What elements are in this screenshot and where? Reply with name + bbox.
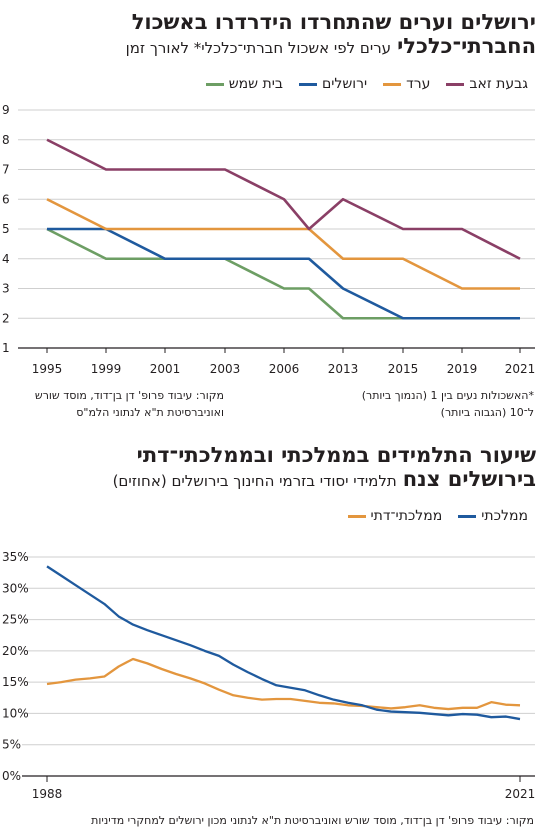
chart1-xtick-0: 1995 — [32, 362, 63, 376]
chart1-legend-label-1: ערד — [406, 76, 431, 92]
chart1-xtick-1: 1999 — [91, 362, 122, 376]
chart1-legend-swatch-1 — [383, 82, 402, 86]
chart2-xtick-1: 2021 — [505, 787, 536, 801]
chart1-subtitle: ערים לפי אשכול חברתי־כלכלי* לאורך זמן — [125, 39, 392, 57]
chart1-legend-label-2: ירושלים — [321, 76, 368, 92]
chart1-series-line-1 — [46, 198, 520, 290]
chart1-svg: 1 2 3 4 5 6 7 8 9 1995 1999 2001 2003 2006 2013 2015 201… — [2, 103, 536, 376]
chart1-xtick-6: 2015 — [388, 362, 419, 376]
chart2-legend-item-0: ממלכתי — [458, 507, 528, 525]
chart1-ytick-7: 8 — [2, 133, 10, 147]
chart2-ytick-0: 0% — [2, 769, 21, 783]
chart1-footnote-line1: *האשכולות נעים בין 1 (הנמוך ביותר) — [361, 389, 534, 402]
chart1-series-line-3 — [46, 227, 520, 320]
chart1-title-line2: החברתי־כלכלי — [397, 34, 536, 58]
chart2-svg: 0% 5% 10% 15% 20% 25% 30% 35% 1988 2021 — [2, 550, 536, 801]
chart1-ytick-4: 5 — [2, 222, 10, 236]
chart1-legend-swatch-2 — [298, 82, 317, 86]
chart1-legend-swatch-0 — [446, 82, 465, 86]
chart2-title-line2: בירושלים צנח — [402, 467, 536, 491]
chart2-ytick-7: 35% — [2, 550, 29, 564]
chart1-title: ירושלים וערים שהתחרדו הידרדרו באשכול החב… — [126, 10, 536, 60]
chart2-xtick-0: 1988 — [32, 787, 63, 801]
chart1-title-line1: ירושלים וערים שהתחרדו הידרדרו באשכול — [131, 10, 536, 34]
chart1-legend-item-2: ירושלים — [298, 75, 368, 93]
chart2-ytick-3: 15% — [2, 675, 29, 689]
chart2-subtitle: תלמידי יסודי בזרמי החינוך בירושלים (אחוז… — [112, 472, 397, 490]
chart1-legend-item-0: גבעת זאב — [446, 75, 528, 93]
chart1-legend: גבעת זאב ערד ירושלים בית שמש — [205, 75, 528, 93]
chart1-xtick-2: 2001 — [150, 362, 181, 376]
chart1-legend-swatch-3 — [205, 82, 224, 86]
chart1-series-line-2 — [47, 227, 520, 320]
chart2-legend-swatch-1 — [347, 514, 366, 518]
chart1-ytick-0: 1 — [2, 341, 10, 355]
chart1-legend-item-3: בית שמש — [205, 75, 283, 93]
chart2-title-line2-row: בירושלים צנח תלמידי יסודי בזרמי החינוך בי… — [113, 467, 536, 493]
chart1-footnote: *האשכולות נעים בין 1 (הנמוך ביותר) ל־10 … — [362, 387, 534, 421]
chart2-ytick-2: 10% — [2, 706, 29, 720]
chart1-legend-item-1: ערד — [383, 75, 430, 93]
chart1-ytick-8: 9 — [2, 103, 10, 117]
chart1-legend-label-3: בית שמש — [228, 76, 283, 92]
chart1-ytick-1: 2 — [2, 311, 10, 325]
chart2-legend: ממלכתי ממלכתי־דתי — [347, 507, 528, 525]
chart1-footnote-line2: ל־10 (הגבוה ביותר) — [440, 406, 534, 419]
chart1-xtick-3: 2003 — [210, 362, 241, 376]
chart2-ytick-1: 5% — [2, 738, 21, 752]
chart1-source: מקור: עיבוד פרופ' דן בן־דוד, מוסד שורש ו… — [35, 387, 224, 421]
chart2-series-line-0 — [46, 565, 521, 721]
chart1-source-line1: מקור: עיבוד פרופ' דן בן־דוד, מוסד שורש — [34, 389, 224, 402]
chart2-source: מקור: עיבוד פרופ' דן בן־דוד, מוסד שורש ו… — [91, 814, 534, 827]
chart1-legend-label-0: גבעת זאב — [469, 76, 528, 92]
chart1-series-line-0 — [46, 138, 521, 260]
chart1-xtick-7: 2019 — [447, 362, 478, 376]
chart1-xtick-8: 2021 — [505, 362, 536, 376]
chart1-ytick-3: 4 — [2, 252, 10, 266]
chart2-legend-label-0: ממלכתי — [481, 508, 528, 524]
chart2-legend-item-1: ממלכתי־דתי — [347, 507, 443, 525]
chart2-legend-label-1: ממלכתי־דתי — [370, 508, 443, 524]
chart2-title: שיעור התלמידים בממלכתי ובממלכתי־דתי בירו… — [113, 443, 536, 493]
chart2-ytick-6: 30% — [2, 581, 29, 595]
chart1-ytick-2: 3 — [2, 282, 10, 296]
chart1-ytick-5: 6 — [2, 192, 10, 206]
chart1-xtick-4: 2006 — [269, 362, 300, 376]
chart2-title-line1: שיעור התלמידים בממלכתי ובממלכתי־דתי — [136, 443, 536, 467]
chart1-xtick-5: 2013 — [328, 362, 359, 376]
chart1-source-line2: ואוניברסיטת ת"א לנתוני הלמ"ס — [76, 406, 224, 419]
chart1-title-line2-row: החברתי־כלכלי ערים לפי אשכול חברתי־כלכלי* … — [126, 34, 536, 60]
chart2-ytick-4: 20% — [2, 644, 29, 658]
chart2-legend-swatch-0 — [458, 514, 477, 518]
chart2-ytick-5: 25% — [2, 613, 29, 627]
chart1-ytick-6: 7 — [2, 163, 10, 177]
chart2-series-line-1 — [46, 657, 521, 711]
